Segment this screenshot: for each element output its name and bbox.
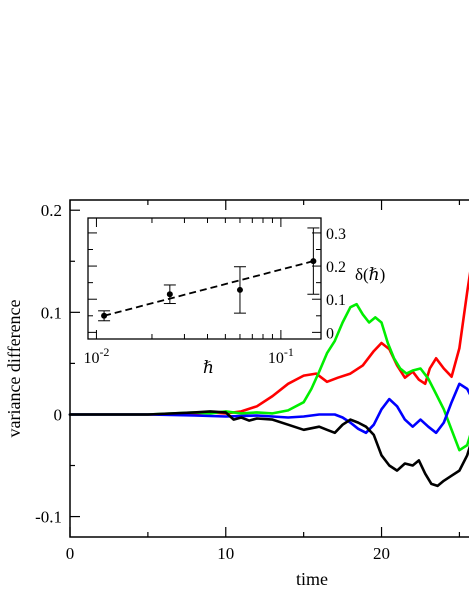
y-tick-label: 0 — [54, 405, 63, 424]
inset-y-axis-title: δ(ℏ) — [355, 265, 385, 284]
inset-y-tick-label: 0.1 — [326, 292, 346, 309]
x-tick-label: 20 — [373, 544, 390, 563]
inset-y-tick-label: 0.2 — [326, 259, 346, 276]
inset-fit-line — [103, 260, 314, 317]
y-tick-label: 0.1 — [41, 303, 62, 322]
x-tick-label: 10 — [217, 544, 234, 563]
inset-data-point — [101, 312, 108, 319]
y-axis-title: variance difference — [4, 299, 24, 437]
series-line-3 — [68, 410, 469, 488]
series-line-1 — [68, 302, 469, 452]
inset-data-point — [166, 291, 173, 298]
inset-plot: 10-2 10-1 0 0.1 0.2 0.3 ℏ δ(ℏ) — [83, 217, 385, 377]
inset-x-tick-label: 10-1 — [268, 345, 294, 367]
x-axis-title: time — [296, 569, 328, 589]
y-tick-label: 0.2 — [41, 201, 62, 220]
inset-frame — [87, 217, 322, 340]
series-line-2 — [68, 382, 469, 435]
inset-data-point — [310, 258, 317, 265]
inset-y-tick-label: 0 — [326, 325, 334, 342]
series-line-0 — [68, 271, 469, 416]
x-tick-label: 0 — [66, 544, 75, 563]
inset-x-tick-label: 10-2 — [83, 345, 109, 367]
main-frame — [69, 199, 469, 538]
inset-data-point — [236, 286, 243, 293]
inset-x-axis-title: ℏ — [203, 358, 214, 377]
y-tick-label: -0.1 — [35, 508, 62, 527]
inset-y-tick-label: 0.3 — [326, 226, 346, 243]
